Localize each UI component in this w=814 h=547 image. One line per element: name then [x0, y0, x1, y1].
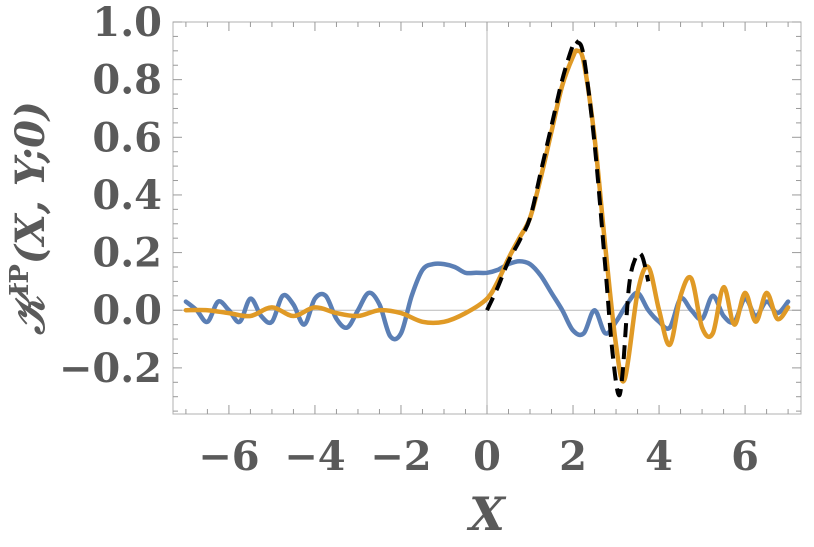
x-tick-label: −2: [370, 433, 431, 480]
x-tick-label: 4: [645, 433, 673, 480]
series-blue-line: [183, 258, 791, 342]
x-tick-label: 2: [559, 433, 587, 480]
y-tick-label: 1.0: [92, 0, 162, 46]
x-tick-label: −4: [284, 433, 345, 480]
x-axis-title: X: [466, 487, 507, 541]
y-axis-title: 𝒦IP(X, Y;0): [5, 101, 54, 336]
x-tick-label: −6: [198, 433, 259, 480]
y-tick-label: 0.4: [92, 172, 162, 219]
y-tick-labels: −0.2 0.0 0.2 0.4 0.6 0.8 1.0: [59, 0, 162, 392]
y-tick-label: 0.2: [92, 230, 162, 277]
axis-ticks: [173, 21, 801, 414]
series-orange-line: [183, 48, 791, 384]
y-tick-label: 0.6: [92, 114, 162, 161]
y-tick-label: 0.8: [92, 57, 162, 104]
series-black-dashed-line: [485, 38, 651, 398]
x-tick-label: 0: [473, 433, 501, 480]
y-axis-title-superscript: IP: [5, 264, 35, 296]
series-layer: [183, 38, 791, 398]
x-tick-labels: −6 −4 −2 0 2 4 6: [198, 433, 759, 480]
y-tick-label: −0.2: [59, 345, 162, 392]
y-axis-title-args: (X, Y;0): [7, 101, 54, 264]
x-tick-label: 6: [731, 433, 759, 480]
y-tick-label: 0.0: [92, 287, 162, 334]
